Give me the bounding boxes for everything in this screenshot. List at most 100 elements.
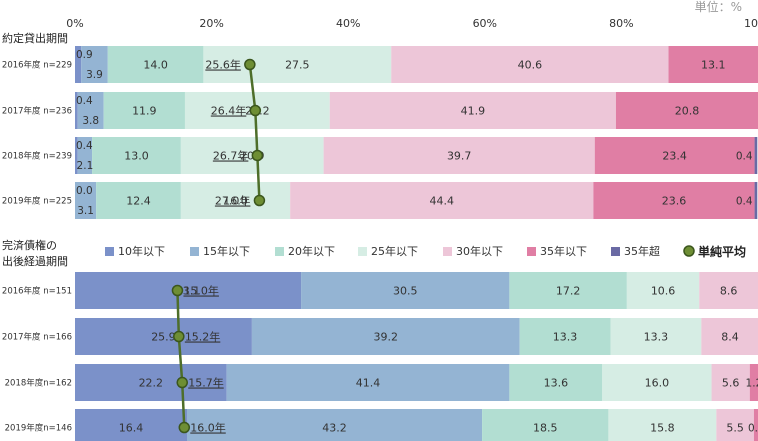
data-label: 41.9 (461, 105, 486, 118)
legend-label: 35年超 (624, 244, 660, 258)
bar-segment (81, 46, 108, 83)
legend: 10年以下 15年以下 20年以下 25年以下 30年以下 35年以下 35年超 単純平均 (105, 244, 746, 259)
bar-segment (96, 182, 181, 219)
bar-segment (701, 318, 758, 355)
bars-layer: 2016年度 n=229 14.0 27.5 40.6 13.1 0.9 3.9 2017年度… (2, 46, 758, 441)
average-marker (173, 330, 185, 343)
row-label: 2016年度 n=151 (2, 286, 72, 297)
row-label: 2016年度 n=229 (2, 60, 72, 71)
data-label: 10.6 (651, 285, 676, 298)
data-label: 0.4 (736, 151, 753, 163)
x-tick-label: 80% (609, 17, 633, 30)
bar-segment (329, 92, 616, 129)
data-label: 13.3 (644, 331, 669, 344)
bar-segment (593, 182, 755, 219)
bar-segment (519, 318, 611, 355)
average-layer: 25.6年 26.4年 26.7年 27.0年 15.0年 15.2年 15.7年 16.0年 (171, 58, 266, 435)
bar-segment (482, 409, 609, 441)
row-label: 2018年度n=162 (5, 378, 72, 389)
x-axis-ticks: 0% 20% 40% 60% 80% 10 (66, 17, 758, 30)
bar-segment (107, 46, 204, 83)
data-label: 2.1 (77, 160, 94, 172)
bar-segment (187, 409, 483, 441)
group-title-elapsed-line-1: 完済債権の (2, 238, 57, 252)
data-label: 23.4 (662, 150, 687, 163)
bar-segment (753, 409, 758, 441)
legend-label: 30年以下 (456, 244, 503, 258)
legend-label: 20年以下 (288, 244, 335, 258)
bar-segment (75, 92, 78, 129)
legend-swatch (527, 247, 536, 256)
data-label: 0.4 (736, 196, 753, 208)
data-label: 43.2 (322, 422, 347, 435)
average-line (176, 290, 186, 428)
data-label: 5.6 (722, 377, 740, 390)
bar-segment (226, 364, 510, 401)
bar-segment (594, 137, 755, 174)
legend-swatch (443, 247, 452, 256)
average-label: 26.4年 (211, 104, 247, 118)
x-tick-label: 10 (744, 17, 758, 30)
data-label: 30.5 (393, 285, 418, 298)
average-label: 16.0年 (190, 421, 226, 435)
bar-segment (754, 137, 758, 174)
x-tick-label: 0% (66, 17, 83, 30)
average-marker (253, 194, 266, 207)
data-label: 39.2 (374, 331, 399, 344)
bar-segment (92, 137, 181, 174)
legend-label: 10年以下 (118, 244, 165, 258)
data-label: 17.2 (556, 285, 581, 298)
data-label: 12.4 (126, 195, 151, 208)
bar-segment (103, 92, 185, 129)
data-label: 16.0 (223, 195, 248, 208)
bar-segment (77, 137, 93, 174)
legend-label: 15年以下 (203, 244, 250, 258)
bar-segment (626, 272, 700, 309)
bar-segment (77, 92, 104, 129)
average-marker (244, 58, 256, 71)
row-label: 2019年度n=146 (5, 423, 72, 434)
bar-segment (251, 318, 520, 355)
bar-segment (716, 409, 754, 441)
bar-segment (75, 182, 97, 219)
data-label: 25.9 (151, 331, 176, 344)
legend-average-marker (683, 245, 695, 257)
data-label: 1.2 (746, 378, 758, 390)
data-label: 0.7 (748, 423, 758, 435)
average-label: 15.7年 (188, 376, 224, 390)
bar-segment (711, 364, 750, 401)
bar-segment (749, 364, 758, 401)
data-label: 40.6 (518, 59, 543, 72)
bar-segment (754, 182, 758, 219)
data-label: 0.9 (76, 49, 93, 61)
data-label: 13.1 (701, 59, 726, 72)
data-label: 14.0 (143, 59, 168, 72)
average-line (248, 64, 261, 201)
bar-segment (75, 272, 302, 309)
data-label: 3.1 (77, 205, 94, 217)
average-marker (176, 376, 188, 389)
data-label: 16.0 (645, 377, 670, 390)
average-marker (171, 284, 184, 297)
data-label: 44.4 (430, 195, 455, 208)
legend-label: 25年以下 (371, 244, 418, 258)
row-label: 2017年度 n=166 (2, 332, 72, 343)
data-label: 13.6 (544, 377, 569, 390)
data-label: 16.4 (119, 422, 144, 435)
data-label: 3.9 (86, 69, 103, 81)
bar-segment (301, 272, 510, 309)
group-title-elapsed-line-2: 出後経過期間 (2, 254, 68, 268)
data-label: 0.0 (76, 185, 93, 197)
bar-segment (180, 182, 291, 219)
bar-segment (699, 272, 758, 309)
bar-segment (75, 137, 78, 174)
average-marker (178, 421, 191, 434)
bar-segment (75, 364, 227, 401)
data-label: 3.8 (82, 115, 99, 127)
row-label: 2018年度 n=239 (2, 151, 72, 162)
legend-swatch (358, 247, 367, 256)
group-title-loan-term: 約定貸出期間 (2, 31, 68, 45)
average-label: 26.7年 (213, 149, 249, 163)
data-label: 13.0 (124, 150, 149, 163)
bar-segment (615, 92, 758, 129)
